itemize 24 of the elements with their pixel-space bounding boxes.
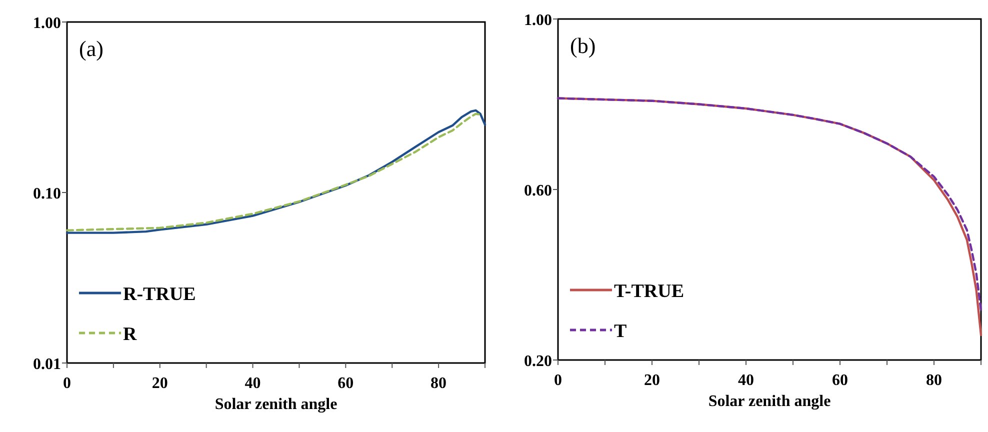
x-tick-label: 0 — [554, 372, 562, 389]
y-tick-label: 1.00 — [33, 15, 61, 32]
legend-label: R — [123, 324, 137, 345]
x-axis-title: Solar zenith angle — [214, 396, 338, 413]
x-tick-label: 20 — [644, 372, 660, 389]
x-tick-label: 20 — [152, 375, 168, 392]
x-tick-label: 0 — [63, 375, 71, 392]
legend-label: T-TRUE — [614, 281, 684, 302]
x-tick-label: 80 — [926, 372, 942, 389]
legend-label: T — [614, 321, 627, 342]
x-tick-label: 40 — [244, 375, 261, 392]
y-tick-label: 0.20 — [524, 353, 552, 370]
x-tick-label: 60 — [832, 372, 848, 389]
x-tick-label: 40 — [738, 372, 754, 389]
y-tick-label: 1.00 — [524, 12, 552, 29]
y-tick-label: 0.01 — [33, 356, 61, 373]
x-axis-title: Solar zenith angle — [708, 393, 831, 410]
y-tick-label: 0.60 — [524, 182, 552, 200]
annotation: (b) — [570, 33, 596, 58]
legend-label: R-TRUE — [123, 284, 196, 305]
y-tick-label: 0.10 — [33, 186, 61, 202]
x-tick-label: 80 — [430, 375, 447, 392]
annotation: (a) — [79, 36, 104, 61]
x-tick-label: 60 — [338, 375, 354, 392]
